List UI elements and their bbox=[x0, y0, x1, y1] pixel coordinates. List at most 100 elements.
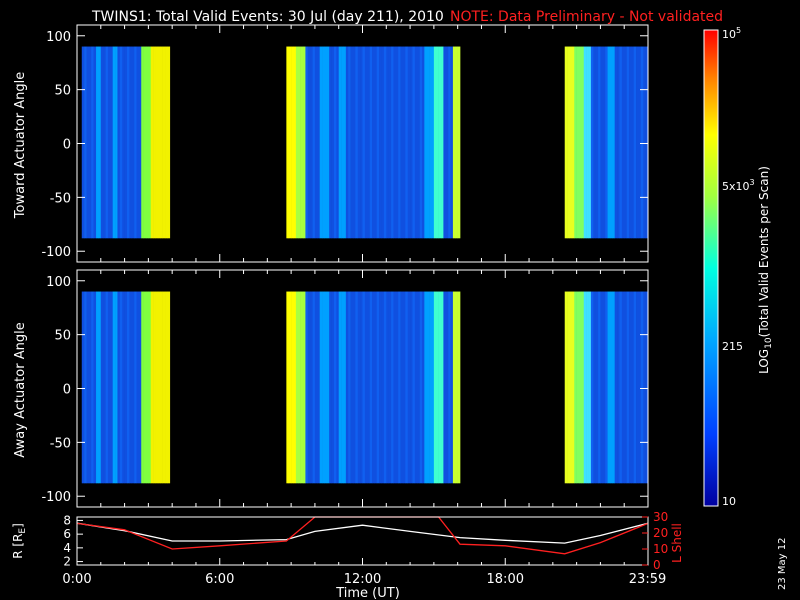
ytick-label: 100 bbox=[46, 30, 71, 45]
heatmap-cell bbox=[450, 291, 454, 484]
heatmap-cell bbox=[593, 291, 596, 484]
heatmap-cell bbox=[145, 291, 149, 484]
heatmap-cell bbox=[115, 291, 118, 484]
orbit-right-label: L Shell bbox=[670, 523, 684, 563]
heatmap-cell bbox=[445, 46, 449, 239]
heatmap-cell bbox=[636, 291, 639, 484]
heatmap-cell bbox=[322, 291, 325, 484]
heatmap-cell bbox=[583, 291, 587, 484]
heatmap-cell bbox=[319, 291, 323, 484]
heatmap-cell bbox=[122, 291, 125, 484]
heatmap-cell bbox=[317, 46, 320, 239]
heatmap-cell bbox=[324, 46, 328, 239]
heatmap-cell bbox=[631, 291, 635, 484]
heatmap-cell bbox=[595, 291, 599, 484]
heatmap-cell bbox=[564, 46, 568, 239]
heatmap-cell bbox=[117, 46, 121, 239]
heatmap-cell bbox=[429, 46, 432, 239]
heatmap-cell bbox=[336, 291, 340, 484]
heatmap-cell bbox=[303, 46, 306, 239]
heatmap-cell bbox=[419, 291, 423, 484]
heatmap-cell bbox=[143, 46, 147, 239]
heatmap-cell bbox=[417, 46, 420, 239]
heatmap-cell bbox=[84, 46, 87, 239]
heatmap-cell bbox=[317, 291, 320, 484]
heatmap-cell bbox=[100, 291, 104, 484]
heatmap-cell bbox=[312, 291, 316, 484]
heatmap-cell bbox=[355, 46, 359, 239]
heatmap-cell bbox=[398, 291, 401, 484]
heatmap-cell bbox=[436, 291, 439, 484]
heatmap-cell bbox=[312, 46, 316, 239]
heatmap-cell bbox=[576, 46, 580, 239]
heatmap-cell bbox=[576, 291, 580, 484]
heatmap-cell bbox=[165, 46, 168, 239]
heatmap-cell bbox=[103, 291, 106, 484]
heatmap-cell bbox=[300, 291, 304, 484]
heatmap-cell bbox=[305, 46, 309, 239]
heatmap-cell bbox=[448, 46, 451, 239]
heatmap-cell bbox=[138, 46, 142, 239]
ytick-label: -100 bbox=[41, 245, 71, 260]
heatmap-cell bbox=[326, 291, 330, 484]
orbit-xtick-label: 18:00 bbox=[487, 572, 524, 587]
heatmap-cell bbox=[621, 291, 625, 484]
heatmap-cell bbox=[379, 291, 382, 484]
heatmap-cell bbox=[433, 46, 437, 239]
heatmap-cell bbox=[595, 46, 599, 239]
heatmap-cell bbox=[379, 46, 382, 239]
heatmap-cell bbox=[364, 46, 368, 239]
heatmap-cell bbox=[393, 46, 397, 239]
heatmap-cell bbox=[124, 291, 128, 484]
heatmap-cell bbox=[84, 291, 87, 484]
heatmap-cell bbox=[107, 46, 111, 239]
heatmap-cell bbox=[167, 46, 171, 239]
orbit-xtick-label: 23:59 bbox=[629, 572, 666, 587]
heatmap-cell bbox=[126, 46, 130, 239]
heatmap-cell bbox=[567, 291, 570, 484]
heatmap-cell bbox=[381, 291, 385, 484]
heatmap-cell bbox=[636, 46, 639, 239]
heatmap-cell bbox=[571, 46, 575, 239]
heatmap-cell bbox=[643, 46, 646, 239]
heatmap-cell bbox=[86, 46, 90, 239]
heatmap-cell bbox=[329, 291, 332, 484]
heatmap-cell bbox=[569, 291, 573, 484]
preliminary-note: NOTE: Data Preliminary - Not validated bbox=[450, 9, 723, 25]
chart-title: TWINS1: Total Valid Events: 30 Jul (day … bbox=[91, 9, 444, 25]
heatmap-cell bbox=[119, 291, 123, 484]
heatmap-cell bbox=[457, 46, 461, 239]
heatmap-cell bbox=[386, 46, 389, 239]
heatmap-cell bbox=[107, 291, 111, 484]
heatmap-cell bbox=[350, 46, 354, 239]
heatmap-cell bbox=[431, 46, 435, 239]
heatmap-cell bbox=[307, 46, 311, 239]
heatmap-cell bbox=[617, 291, 620, 484]
heatmap-cell bbox=[134, 46, 137, 239]
heatmap-cell bbox=[643, 291, 646, 484]
heatmap-cell bbox=[126, 291, 130, 484]
heatmap-cell bbox=[341, 291, 344, 484]
heatmap-cell bbox=[412, 46, 416, 239]
orbit-xlabel: Time (UT) bbox=[335, 586, 400, 600]
heatmap-cell bbox=[96, 46, 99, 239]
heatmap-cell bbox=[288, 46, 292, 239]
heatmap-cell bbox=[305, 291, 309, 484]
heatmap-cell bbox=[360, 291, 363, 484]
heatmap-cell bbox=[369, 46, 373, 239]
heatmap-cell bbox=[155, 46, 159, 239]
heatmap-cell bbox=[91, 291, 94, 484]
heatmap-cell bbox=[383, 291, 387, 484]
heatmap-cell bbox=[609, 46, 613, 239]
heatmap-cell bbox=[619, 291, 623, 484]
heatmap-cell bbox=[345, 291, 349, 484]
heatmap-cell bbox=[117, 291, 121, 484]
ytick-label: 50 bbox=[54, 329, 71, 344]
heatmap-cell bbox=[600, 46, 604, 239]
heatmap-cell bbox=[88, 46, 92, 239]
colorbar: 105 5x103 215 10 LOG10(Total Valid Event… bbox=[703, 26, 774, 508]
heatmap-cell bbox=[131, 46, 135, 239]
heatmap-cell bbox=[393, 291, 397, 484]
ytick-label: 0 bbox=[63, 383, 71, 398]
orbit-series-left bbox=[76, 522, 649, 544]
